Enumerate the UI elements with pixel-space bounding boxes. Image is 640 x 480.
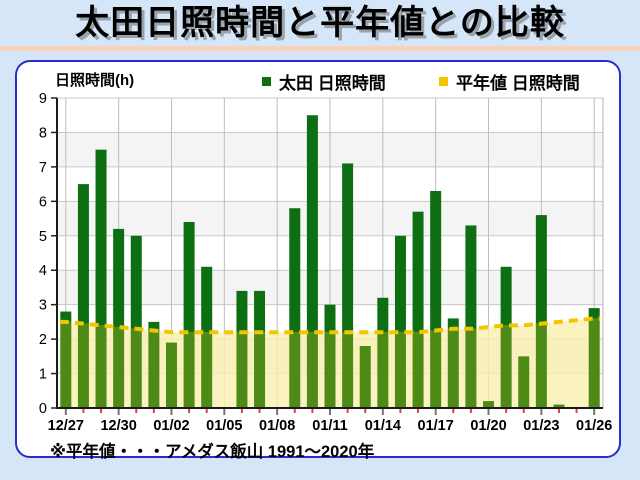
svg-text:5: 5 [39,229,47,245]
svg-text:4: 4 [39,263,47,279]
svg-text:8: 8 [39,125,47,141]
y-axis-title: 日照時間(h) [55,72,135,89]
svg-text:1: 1 [39,367,47,383]
legend-label-ota: 太田 日照時間 [279,74,386,93]
svg-text:01/20: 01/20 [470,418,506,434]
legend-item-ota: 太田 日照時間 [262,69,386,94]
page-title: 太田日照時間と平年値との比較 [75,4,565,42]
svg-text:6: 6 [39,194,47,210]
chart-svg: 0 1 2 3 4 5 6 7 8 9 12/27 12/30 01/02 01/05 01/08 01/11… [39,91,612,434]
svg-text:01/26: 01/26 [576,418,612,434]
svg-text:12/27: 12/27 [48,418,84,434]
green-square-icon [262,77,271,86]
svg-text:01/23: 01/23 [523,418,559,434]
chart-panel: 日照時間(h) 太田 日照時間 平年値 日照時間 0 1 2 3 4 5 6 7 8 9 12/27… [15,60,621,461]
svg-text:01/14: 01/14 [365,418,401,434]
svg-text:12/30: 12/30 [100,418,136,434]
svg-text:3: 3 [39,298,47,314]
sunshine-bar-chart: 0 1 2 3 4 5 6 7 8 9 12/27 12/30 01/02 01/05 01/08 01/11… [25,88,617,440]
svg-text:2: 2 [39,332,47,348]
legend-item-heinen: 平年値 日照時間 [439,69,580,94]
svg-text:9: 9 [39,91,47,107]
legend-label-heinen: 平年値 日照時間 [456,74,580,93]
svg-text:01/05: 01/05 [206,418,242,434]
svg-text:01/11: 01/11 [312,418,348,434]
svg-text:01/08: 01/08 [259,418,295,434]
svg-text:7: 7 [39,160,47,176]
svg-text:0: 0 [39,401,47,417]
svg-text:01/02: 01/02 [153,418,189,434]
footer-note: ※平年値・・・アメダス飯山 1991～2020年 [50,443,375,461]
yellow-square-icon [439,77,448,86]
svg-text:01/17: 01/17 [418,418,454,434]
title-divider [0,46,640,51]
